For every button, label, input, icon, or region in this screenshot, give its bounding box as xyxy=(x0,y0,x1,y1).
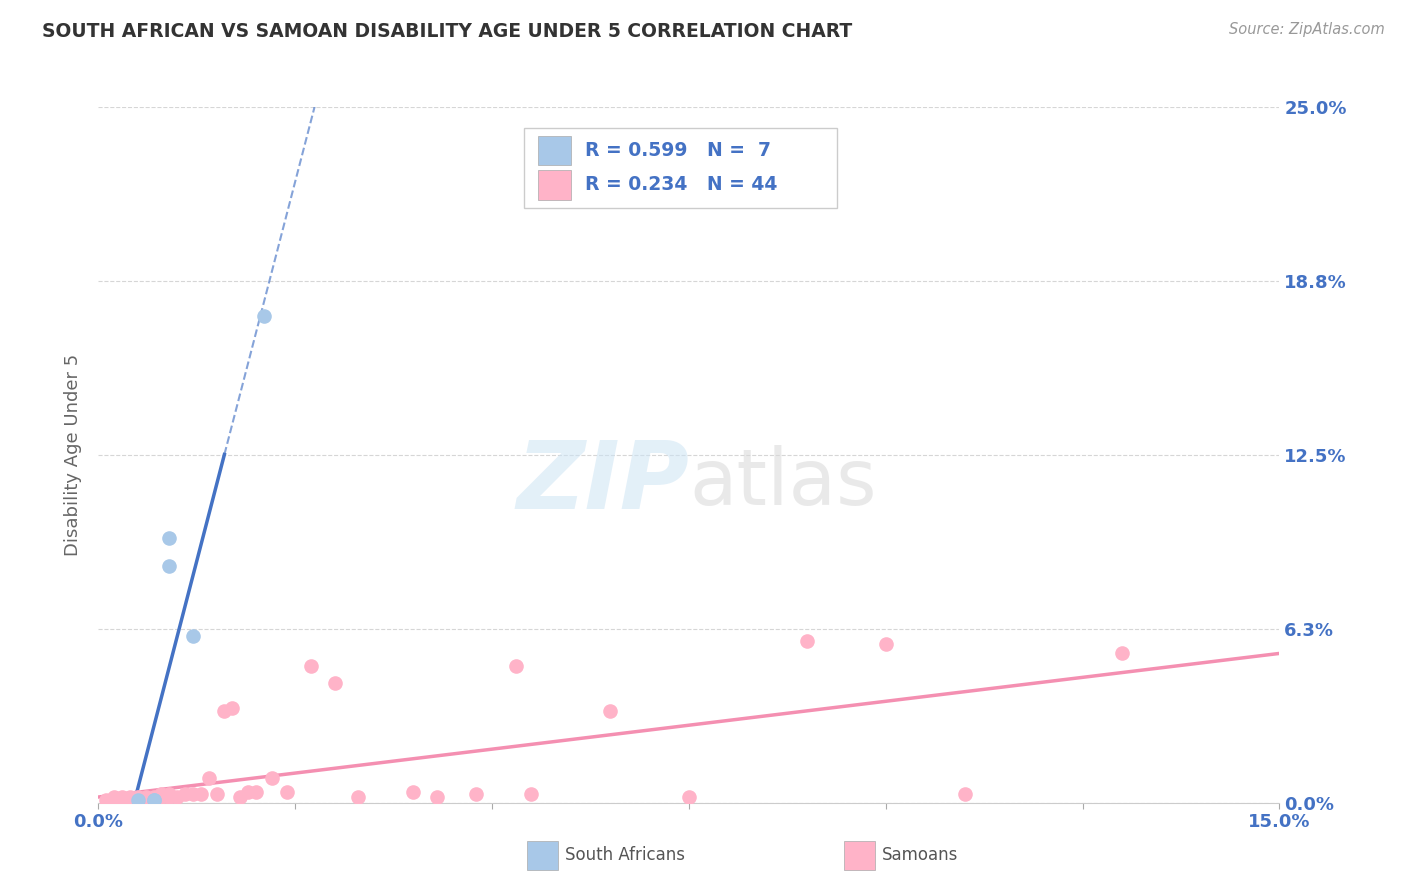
FancyBboxPatch shape xyxy=(537,136,571,165)
Point xyxy=(135,790,157,805)
Point xyxy=(111,790,134,805)
Point xyxy=(127,793,149,807)
Point xyxy=(299,659,322,673)
Point xyxy=(142,793,165,807)
Point xyxy=(236,785,259,799)
Text: R = 0.599   N =  7: R = 0.599 N = 7 xyxy=(585,141,770,160)
Point xyxy=(520,788,543,802)
Point xyxy=(127,793,149,807)
Point xyxy=(678,790,700,805)
Point xyxy=(253,309,276,323)
Text: R = 0.234   N = 44: R = 0.234 N = 44 xyxy=(585,176,778,194)
Point xyxy=(1111,646,1133,660)
Point xyxy=(323,676,346,690)
Point xyxy=(465,788,488,802)
Point xyxy=(174,788,197,802)
Point xyxy=(135,793,157,807)
Point xyxy=(347,790,370,805)
Point xyxy=(205,788,228,802)
Point xyxy=(157,532,180,546)
Point xyxy=(953,788,976,802)
Point xyxy=(214,704,236,718)
Point xyxy=(142,790,165,805)
Point xyxy=(796,634,818,648)
Point xyxy=(111,793,134,807)
Point xyxy=(402,785,425,799)
Point xyxy=(157,559,180,574)
Point xyxy=(221,701,243,715)
Point xyxy=(181,629,204,643)
Point xyxy=(142,793,165,807)
Point xyxy=(276,785,298,799)
Point xyxy=(150,788,173,802)
Point xyxy=(103,793,125,807)
Point xyxy=(157,788,180,802)
Text: Source: ZipAtlas.com: Source: ZipAtlas.com xyxy=(1229,22,1385,37)
Point xyxy=(505,659,527,673)
Text: SOUTH AFRICAN VS SAMOAN DISABILITY AGE UNDER 5 CORRELATION CHART: SOUTH AFRICAN VS SAMOAN DISABILITY AGE U… xyxy=(42,22,852,41)
Point xyxy=(96,793,118,807)
Point xyxy=(190,788,212,802)
Text: atlas: atlas xyxy=(689,445,876,521)
Point xyxy=(229,790,252,805)
Point xyxy=(127,790,149,805)
FancyBboxPatch shape xyxy=(523,128,837,208)
Point xyxy=(181,788,204,802)
Point xyxy=(150,790,173,805)
Point xyxy=(875,637,897,651)
Text: South Africans: South Africans xyxy=(565,847,685,864)
Text: ZIP: ZIP xyxy=(516,437,689,529)
Point xyxy=(197,771,219,785)
Text: Samoans: Samoans xyxy=(882,847,957,864)
Point xyxy=(426,790,449,805)
Point xyxy=(118,793,141,807)
Point xyxy=(245,785,267,799)
Point xyxy=(157,790,180,805)
Point xyxy=(166,790,188,805)
Y-axis label: Disability Age Under 5: Disability Age Under 5 xyxy=(65,354,83,556)
Point xyxy=(599,704,621,718)
Point xyxy=(103,790,125,805)
Point xyxy=(260,771,283,785)
Point xyxy=(118,790,141,805)
Point xyxy=(142,793,165,807)
FancyBboxPatch shape xyxy=(537,170,571,200)
